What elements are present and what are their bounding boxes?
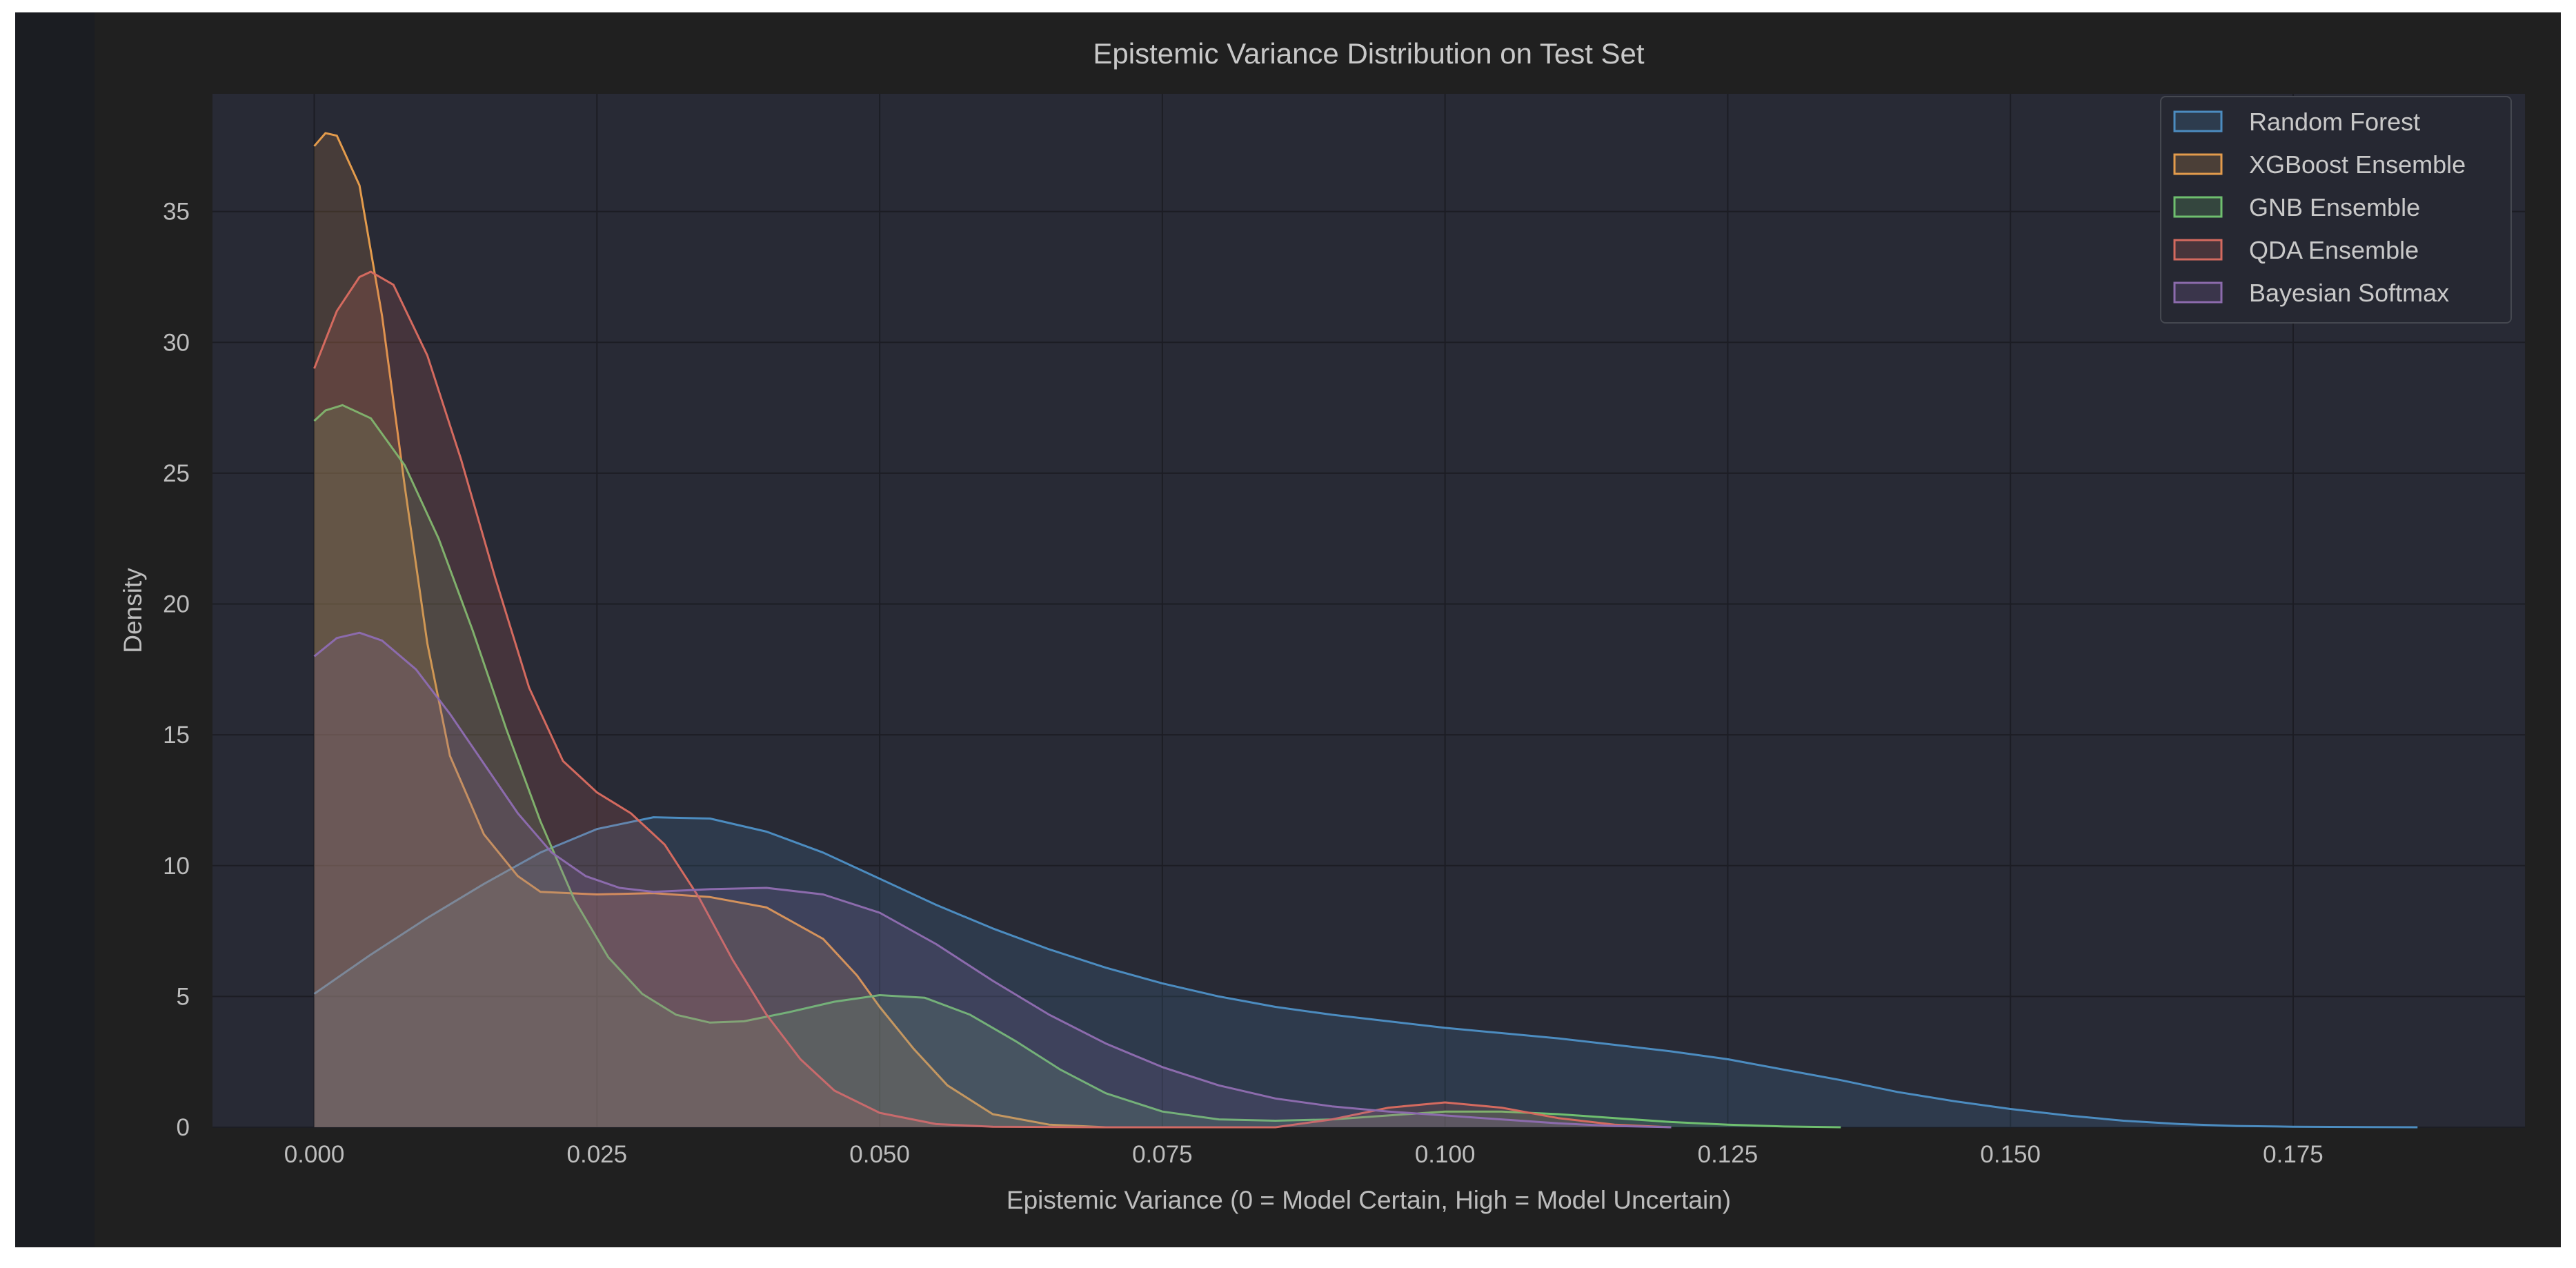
y-tick-label: 5 bbox=[177, 983, 190, 1010]
legend-label: XGBoost Ensemble bbox=[2249, 150, 2466, 179]
x-axis-title: Epistemic Variance (0 = Model Certain, H… bbox=[1007, 1186, 1731, 1214]
legend-swatch bbox=[2173, 153, 2223, 175]
series-line-xgboost-ensemble bbox=[313, 132, 1106, 1129]
x-tick-label: 0.050 bbox=[849, 1141, 910, 1168]
legend-label: QDA Ensemble bbox=[2249, 236, 2419, 264]
legend-swatch bbox=[2173, 281, 2223, 304]
x-tick-label: 0.025 bbox=[567, 1141, 628, 1168]
legend-label: Random Forest bbox=[2249, 108, 2420, 136]
series-line-random-forest bbox=[313, 816, 2418, 1129]
series-line-qda-ensemble bbox=[313, 270, 1672, 1129]
series-area-random-forest bbox=[314, 817, 2418, 1127]
x-tick-label: 0.100 bbox=[1415, 1141, 1476, 1168]
legend: Random Forest XGBoost Ensemble GNB Ensembl… bbox=[2160, 96, 2512, 324]
legend-label: GNB Ensemble bbox=[2249, 193, 2420, 221]
series-area-gnb-ensemble bbox=[314, 405, 1841, 1127]
x-gridlines bbox=[313, 94, 2294, 1127]
y-tick-label: 10 bbox=[163, 853, 190, 880]
series-layer bbox=[313, 132, 2418, 1129]
y-axis-title: Density bbox=[119, 568, 147, 653]
y-tick-label: 0 bbox=[177, 1114, 190, 1141]
legend-swatch bbox=[2173, 239, 2223, 261]
x-tick-label: 0.075 bbox=[1132, 1141, 1193, 1168]
legend-box bbox=[2160, 96, 2512, 324]
left-panel-strip bbox=[15, 12, 95, 1247]
plot-area bbox=[212, 94, 2525, 1127]
legend-label: Bayesian Softmax bbox=[2249, 279, 2449, 307]
series-area-bayesian-softmax bbox=[314, 633, 1672, 1127]
y-gridlines bbox=[212, 210, 2525, 1128]
legend-swatch bbox=[2173, 110, 2223, 132]
series-line-gnb-ensemble bbox=[313, 404, 1841, 1129]
y-tick-label: 35 bbox=[163, 199, 190, 226]
series-area-qda-ensemble bbox=[314, 271, 1672, 1127]
x-tick-labels: 0.000 0.025 0.050 0.075 0.100 0.125 0.150 0.175 bbox=[284, 1141, 2324, 1168]
chart-title: Epistemic Variance Distribution on Test … bbox=[1093, 37, 1644, 70]
legend-swatch bbox=[2173, 196, 2223, 218]
x-tick-label: 0.175 bbox=[2263, 1141, 2324, 1168]
series-line-bayesian-softmax bbox=[313, 631, 1672, 1129]
y-tick-label: 25 bbox=[163, 460, 190, 487]
x-tick-label: 0.000 bbox=[284, 1141, 345, 1168]
x-tick-label: 0.125 bbox=[1698, 1141, 1758, 1168]
y-tick-label: 30 bbox=[163, 329, 190, 356]
y-tick-label: 20 bbox=[163, 591, 190, 618]
y-tick-label: 15 bbox=[163, 722, 190, 749]
y-tick-labels: 0 5 10 15 20 25 30 35 bbox=[163, 199, 190, 1141]
x-tick-label: 0.150 bbox=[1980, 1141, 2041, 1168]
series-area-xgboost-ensemble bbox=[314, 132, 1106, 1127]
